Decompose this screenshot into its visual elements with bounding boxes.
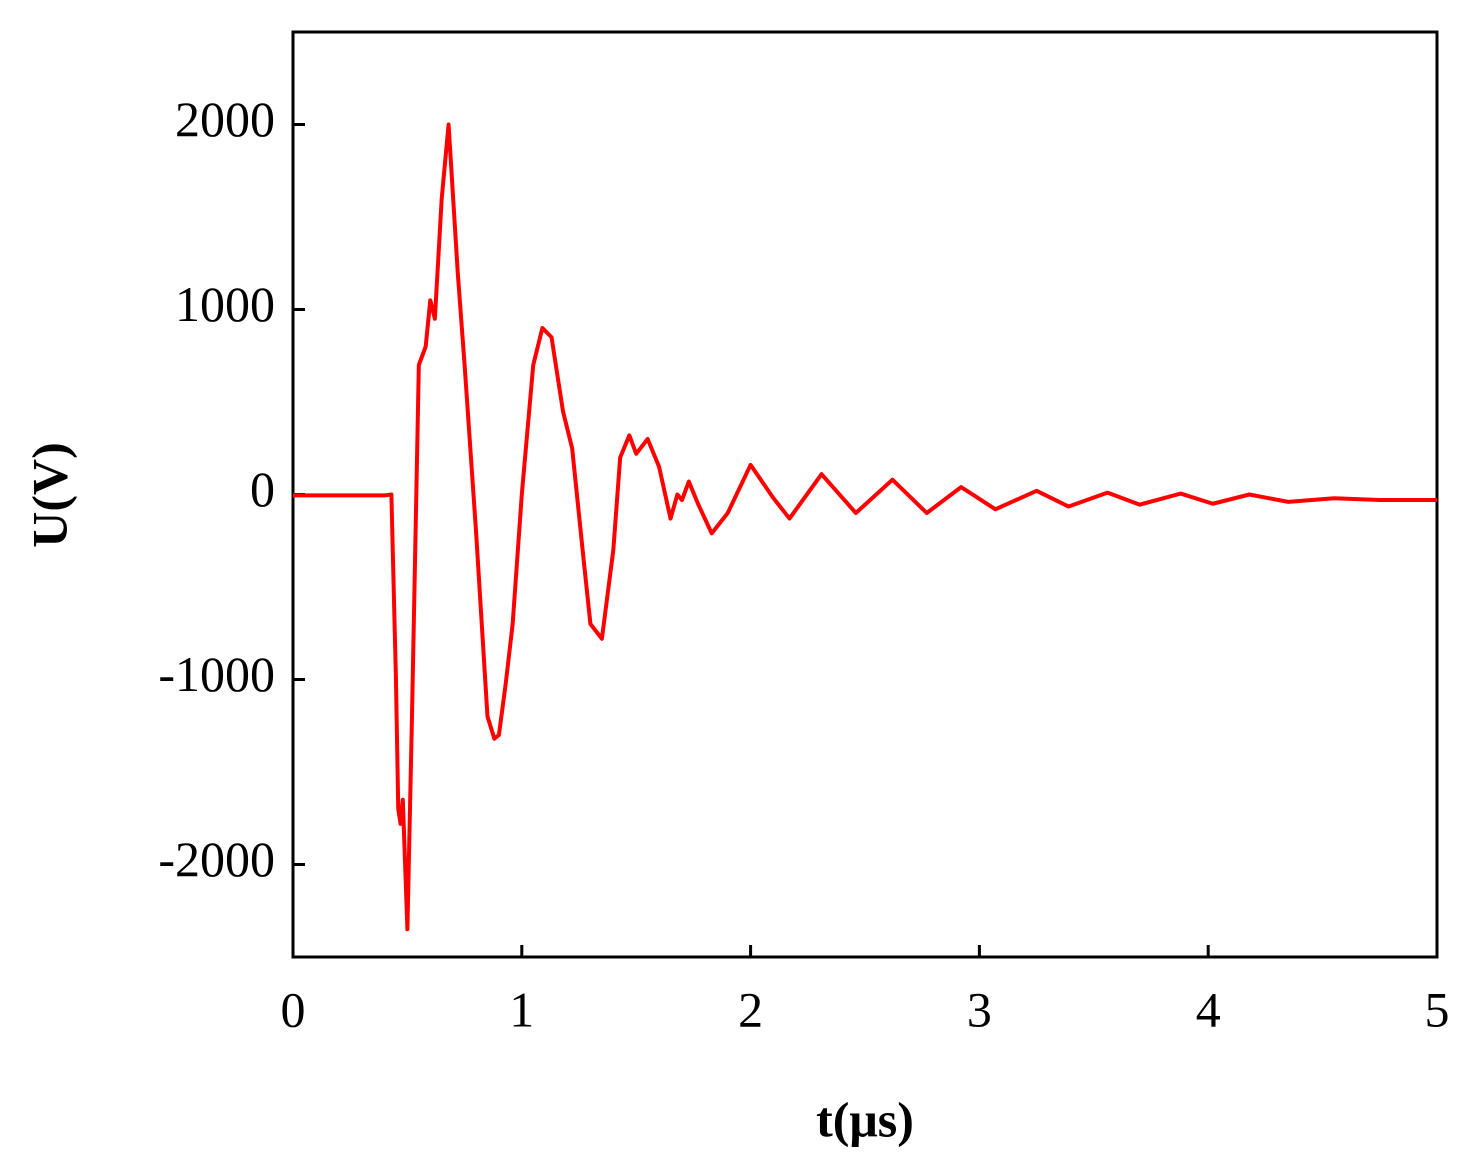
y-tick-label: 1000 — [175, 276, 275, 332]
y-tick-label: -1000 — [158, 646, 275, 702]
x-tick-label: 1 — [509, 981, 534, 1037]
x-tick-label: 0 — [281, 981, 306, 1037]
data-line — [293, 122, 1437, 932]
x-tick-label: 3 — [967, 981, 992, 1037]
x-tick-label: 5 — [1425, 981, 1450, 1037]
x-tick-label: 2 — [738, 981, 763, 1037]
y-tick-label: 0 — [250, 461, 275, 517]
y-tick-label: -2000 — [158, 831, 275, 887]
x-axis-label: t(μs) — [816, 1091, 914, 1147]
y-axis-label: U(V) — [21, 442, 77, 548]
x-tick-label: 4 — [1196, 981, 1221, 1037]
plot-frame — [291, 30, 1439, 959]
y-tick-label: 2000 — [175, 91, 275, 147]
